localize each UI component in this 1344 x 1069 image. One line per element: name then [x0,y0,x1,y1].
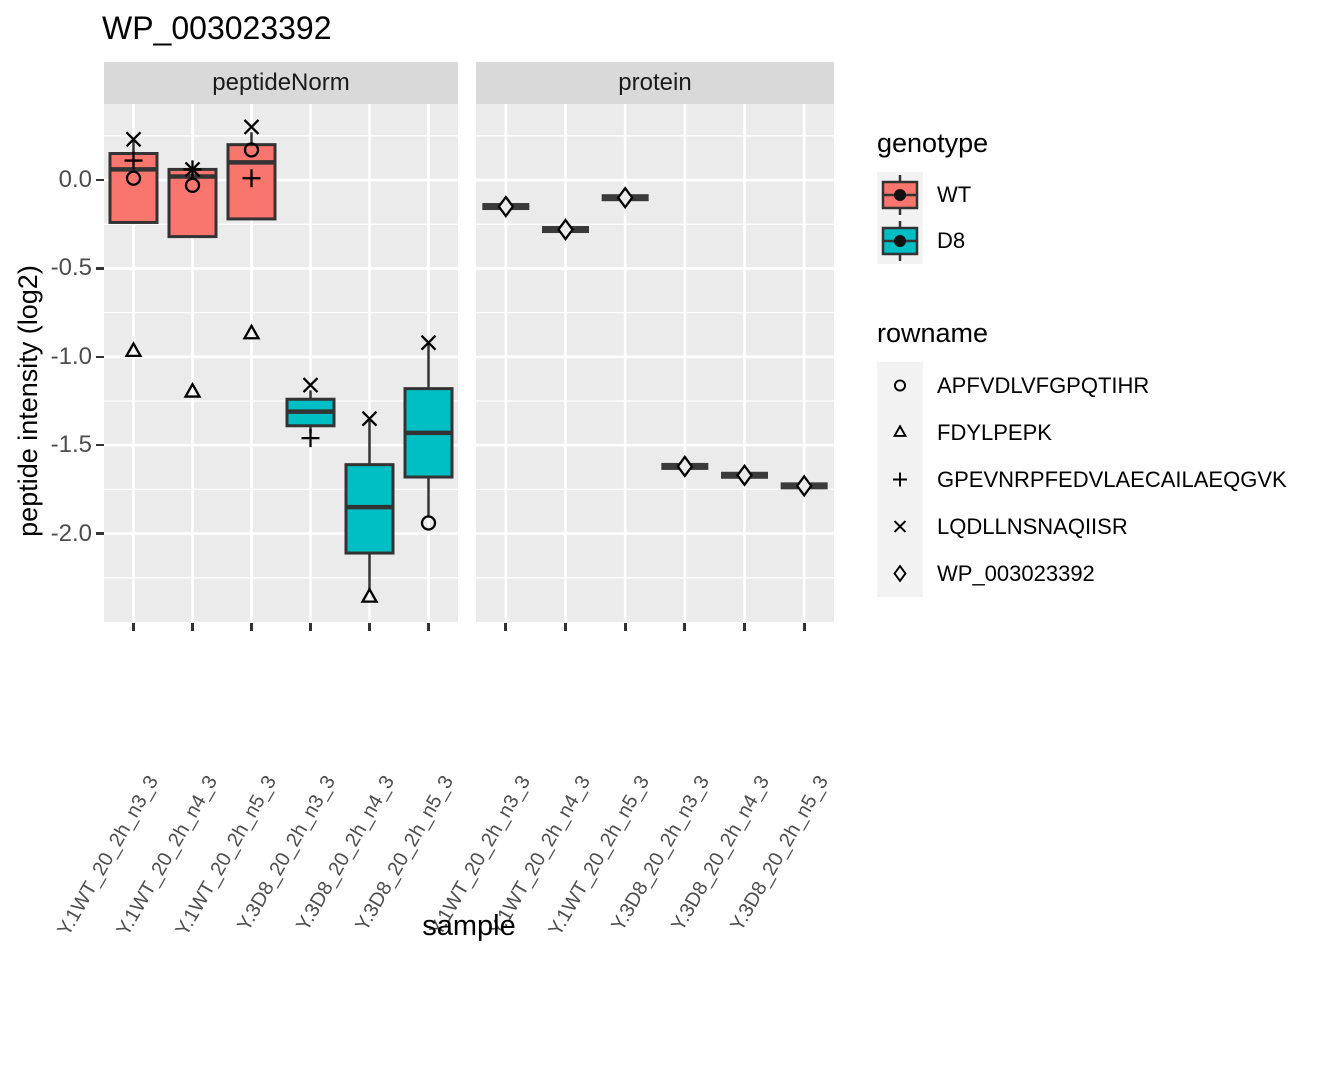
point-x-marker [302,377,319,393]
legend-item-label: WP_003023392 [937,560,1095,586]
point-plus-marker [301,429,320,448]
point-diamond-marker [616,186,634,210]
legend-key-boxplot [877,218,923,264]
legend-key-triangle [877,409,923,456]
legend-title-rowname: rowname [877,318,989,348]
x-tick-mark [743,623,746,631]
legend-item-rowname: LQDLLNSNAQIISR [877,503,1287,550]
facet-strip-label: protein [618,69,692,96]
facet-plot-svg [476,104,834,622]
legend-item-wt: WT [877,172,988,218]
point-x-marker [893,520,907,533]
boxplot-glyph-icon [881,175,919,215]
point-diamond-marker [893,564,907,583]
y-tick-mark [96,355,104,359]
facet-strip-label: peptideNorm [212,69,350,96]
legend-item-rowname: APFVDLVFGPQTIHR [877,362,1287,409]
point-triangle-marker [242,323,261,340]
x-axis-title: sample [422,910,516,942]
legend-key-plus [877,456,923,503]
y-axis-title: peptide intensity (log2) [13,265,43,537]
point-triangle-marker [360,586,379,603]
point-diamond-marker [795,474,813,498]
y-tick-label: -1.0 [50,342,92,370]
point-x-marker [243,119,260,135]
y-tick-mark [96,267,104,270]
point-plus-marker [892,472,908,487]
diamond-glyph-icon [893,564,907,583]
legend-key-circle [877,362,923,409]
y-tick-mark [96,532,104,535]
facet-plot-svg [104,104,458,622]
point-diamond-marker [497,195,515,218]
circle-glyph-icon [893,379,907,392]
point-x-marker [420,334,437,351]
triangle-glyph-icon [892,424,908,437]
point-triangle-marker [124,341,143,358]
plot-title: WP_003023392 [102,10,332,46]
point-circle-marker [243,142,260,158]
legend-item-label: FDYLPEPK [937,419,1052,445]
boxplot-glyph-icon [881,221,919,261]
legend-key-boxplot [877,172,923,218]
x-tick-mark [504,623,508,631]
facet-strip-protein: protein [476,62,834,104]
y-tick-mark [96,178,104,182]
page: { "title": "WP_003023392", "colors": { "… [13,10,1287,942]
x-tick-mark [250,623,253,631]
point-plus-marker [124,151,143,170]
legend-key-diamond [877,550,923,597]
point-plus-marker [183,160,202,179]
point-triangle-marker [892,424,908,437]
x-tick-mark [683,623,687,631]
y-tick-mark [96,443,104,447]
x-tick-mark [132,623,135,631]
plus-glyph-icon [892,472,908,487]
legend-item-label: GPEVNRPFEDVLAECAILAEQGVK [937,466,1287,492]
legend-rowname: rowname APFVDLVFGPQTIHR FDYLPEPK GPEVNRPFE… [877,318,1287,597]
legend-item-rowname: WP_003023392 [877,550,1287,597]
panel-protein [476,104,834,622]
point-circle-marker [893,379,907,392]
legend-genotype: genotype WT D8 [877,128,988,264]
x-tick-mark [564,623,567,631]
facet-strip-peptidenorm: peptideNorm [104,62,458,104]
x-tick-mark [623,623,627,631]
x-tick-mark [368,623,371,631]
x-glyph-icon [893,520,907,533]
legend-item-rowname: GPEVNRPFEDVLAECAILAEQGVK [877,456,1287,503]
legend-key-x [877,503,923,550]
point-x-marker [361,410,378,427]
point-circle-marker [420,515,437,531]
x-tick-mark [191,623,194,631]
legend-item-label: D8 [937,228,966,253]
x-tick-mark [802,623,806,631]
y-tick-label: -1.5 [50,431,92,459]
point-x-marker [125,131,142,148]
y-tick-label: -2.0 [50,519,92,547]
y-tick-label: -0.5 [50,254,92,282]
point-diamond-marker [736,463,753,487]
x-tick-mark [309,623,312,631]
legend-item-rowname: FDYLPEPK [877,409,1287,456]
y-tick-label: 0.0 [58,166,92,194]
point-diamond-marker [676,454,694,478]
legend-item-label: LQDLLNSNAQIISR [937,513,1128,539]
panel-peptidenorm [104,104,458,622]
point-circle-marker [125,170,142,186]
legend-item-d8: D8 [877,218,988,264]
point-triangle-marker [183,381,202,398]
legend-rowname-items: APFVDLVFGPQTIHR FDYLPEPK GPEVNRPFEDVLAECAI… [877,362,1287,597]
point-plus-marker [242,169,261,188]
legend-genotype-items: WT D8 [877,172,988,264]
point-diamond-marker [557,218,574,241]
point-circle-marker [184,177,201,193]
boxplot-wt [167,167,218,239]
legend-item-label: APFVDLVFGPQTIHR [937,372,1150,398]
legend-title-genotype: genotype [877,128,989,158]
legend-item-label: WT [937,182,972,207]
x-tick-mark [427,623,430,631]
